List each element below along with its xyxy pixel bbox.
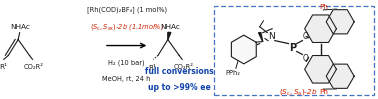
Text: O: O	[302, 54, 308, 63]
Text: Ph: Ph	[319, 89, 328, 95]
Polygon shape	[305, 56, 336, 83]
Polygon shape	[259, 33, 263, 42]
Text: $(S_{\rm c},S_{\rm ax})$-2b (1.1mol%): $(S_{\rm c},S_{\rm ax})$-2b (1.1mol%)	[90, 22, 164, 32]
Text: NHAc: NHAc	[160, 24, 180, 30]
Text: CO₂R²: CO₂R²	[174, 64, 194, 70]
Polygon shape	[326, 64, 354, 88]
Text: $(S_{\rm c}, S_{\rm a})$-2b: $(S_{\rm c}, S_{\rm a})$-2b	[279, 87, 318, 97]
Text: up to >99% ee: up to >99% ee	[148, 83, 211, 92]
Text: R¹: R¹	[0, 64, 7, 70]
Text: N: N	[268, 32, 274, 41]
Text: PPh₂: PPh₂	[226, 70, 241, 76]
Text: [Rh(COD)₂BF₄] (1 mol%): [Rh(COD)₂BF₄] (1 mol%)	[87, 7, 167, 13]
Polygon shape	[305, 15, 336, 42]
Bar	[214, 6, 374, 95]
Text: Ph: Ph	[319, 4, 328, 10]
Text: NHAc: NHAc	[10, 24, 30, 30]
Polygon shape	[326, 10, 354, 34]
Text: O: O	[302, 32, 308, 41]
Polygon shape	[168, 32, 171, 40]
Text: MeOH, rt, 24 h: MeOH, rt, 24 h	[102, 76, 151, 82]
Text: full conversions: full conversions	[145, 67, 214, 76]
Polygon shape	[231, 35, 256, 64]
Text: P: P	[290, 42, 296, 53]
Text: H₂ (10 bar): H₂ (10 bar)	[108, 59, 145, 66]
Text: CO₂R²: CO₂R²	[24, 64, 44, 70]
Text: R¹: R¹	[148, 65, 156, 71]
